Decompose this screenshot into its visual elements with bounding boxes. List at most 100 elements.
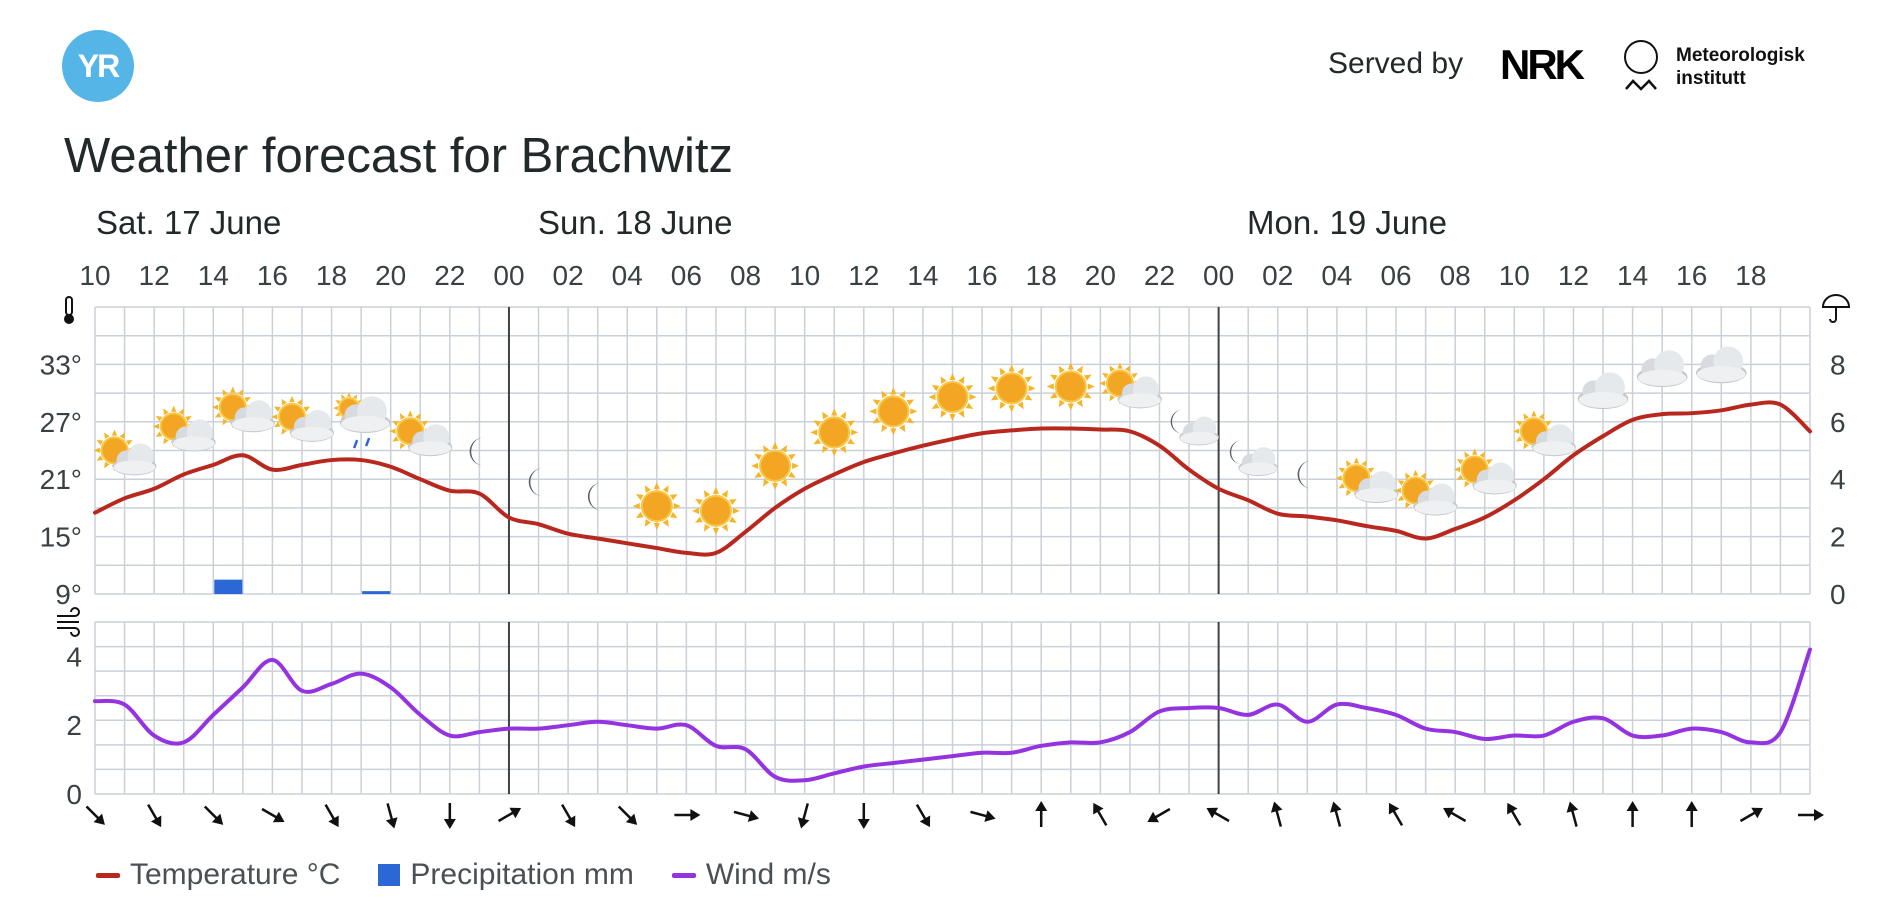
wind-direction-arrow-icon <box>1798 809 1824 821</box>
cloud-part <box>113 460 156 475</box>
wind-direction-arrow-icon <box>1685 801 1698 827</box>
arrow-head <box>509 807 522 819</box>
wind-direction-arrow-icon <box>1147 807 1171 823</box>
sun-ray <box>1464 480 1470 488</box>
arrow-head <box>272 811 285 823</box>
wind-direction-arrow-icon <box>1035 801 1048 827</box>
sun-ray <box>969 393 977 401</box>
sun-ray <box>392 420 399 427</box>
sun-disc <box>1054 370 1087 403</box>
sun-ray <box>1523 442 1529 450</box>
arrow-head <box>1147 811 1160 823</box>
sun-ray <box>691 507 699 514</box>
temp-axis-tick: 9° <box>55 579 82 610</box>
sun-ray <box>281 398 287 406</box>
sun-ray <box>669 494 678 501</box>
wind-direction-arrow-icon <box>970 810 996 822</box>
arrow-head <box>1443 807 1455 819</box>
thermometer-tube <box>65 296 73 316</box>
arrow-head <box>984 810 996 822</box>
sun-ray <box>869 408 877 415</box>
legend-temperature[interactable]: Temperature °C <box>96 858 340 892</box>
hour-tick-label: 04 <box>612 260 643 291</box>
sun-ray <box>990 376 999 383</box>
sun-ray <box>1083 392 1092 399</box>
partly-cloudy-night-icon <box>1170 409 1219 446</box>
precipitation-bar <box>362 591 391 594</box>
arrow-head <box>211 813 224 825</box>
wind-direction-arrow-icon <box>1507 802 1522 827</box>
sun-ray <box>931 385 940 392</box>
sun-ray <box>1346 489 1352 497</box>
hour-tick-label: 22 <box>1144 260 1175 291</box>
arrow-head <box>1330 801 1342 813</box>
partly-cloudy-day-icon <box>212 386 275 433</box>
arrow-head <box>385 817 398 829</box>
arrow-head <box>150 815 162 828</box>
rain-drop <box>352 439 359 449</box>
sun-ray <box>389 428 396 434</box>
hour-tick-label: 16 <box>257 260 288 291</box>
hour-tick-label: 08 <box>1440 260 1471 291</box>
sun-ray <box>237 389 244 396</box>
sun-ray <box>847 438 856 445</box>
precip-axis-tick: 8 <box>1830 349 1846 380</box>
met-logo-wave-icon <box>1625 79 1657 91</box>
sun-ray <box>1538 413 1545 420</box>
cloud-part <box>409 441 452 456</box>
sun-ray <box>1346 460 1352 467</box>
sun-ray <box>1017 401 1024 410</box>
sun-ray <box>96 439 104 446</box>
day-label: Sat. 17 June <box>96 204 281 241</box>
hour-tick-label: 04 <box>1321 260 1352 291</box>
sun-ray <box>111 429 118 436</box>
sun-ray <box>1109 365 1115 372</box>
sun-ray <box>271 414 278 420</box>
moon-shape <box>1297 460 1312 489</box>
sun-ray <box>813 438 822 445</box>
sun-ray <box>155 431 163 437</box>
temp-axis-tick: 27° <box>40 407 82 438</box>
sun-ray <box>399 413 406 420</box>
nrk-logo[interactable]: NRK <box>1500 41 1585 88</box>
sun-ray <box>1008 364 1015 372</box>
hour-tick-label: 02 <box>553 260 584 291</box>
wind-line <box>93 647 1812 783</box>
sun-ray <box>1420 472 1427 480</box>
sun-ray <box>1523 413 1529 420</box>
sun-ray <box>335 411 341 417</box>
sun-ray <box>729 498 737 506</box>
hour-tick-label: 08 <box>730 260 761 291</box>
sun-ray <box>822 411 829 420</box>
sun-ray <box>751 462 759 469</box>
sun-ray <box>407 410 413 417</box>
sun-disc <box>877 395 910 428</box>
clear-day-icon <box>632 482 681 531</box>
hour-tick-label: 10 <box>789 260 820 291</box>
arrow-head <box>919 815 931 828</box>
sun-ray <box>1109 394 1115 402</box>
sun-ray <box>831 408 838 416</box>
arrow-head <box>328 815 339 828</box>
legend-precipitation[interactable]: Precipitation mm <box>378 858 634 892</box>
hour-tick-label: 20 <box>375 260 406 291</box>
arrow-head <box>1507 802 1518 815</box>
yr-logo[interactable]: YR <box>62 30 134 102</box>
sun-ray <box>1531 410 1537 417</box>
sun-ray <box>636 511 644 519</box>
sun-ray <box>1101 372 1109 379</box>
sun-ray <box>178 408 185 416</box>
sun-ray <box>940 376 947 384</box>
hour-tick-label: 14 <box>907 260 938 291</box>
partly-cloudy-day-icon <box>271 396 334 442</box>
met-logo-text[interactable]: Meteorologisk institutt <box>1676 45 1805 89</box>
legend-wind[interactable]: Wind m/s <box>671 858 831 892</box>
precip-axis-tick: 2 <box>1830 522 1846 553</box>
partly-cloudy-day-icon <box>389 410 453 457</box>
cloud-part <box>231 417 274 432</box>
partly-cloudy-night-icon <box>1229 440 1278 476</box>
arrow-head <box>1270 801 1283 813</box>
cloud-part <box>290 426 333 441</box>
sun-ray <box>1058 399 1065 408</box>
sun-ray <box>185 416 192 422</box>
